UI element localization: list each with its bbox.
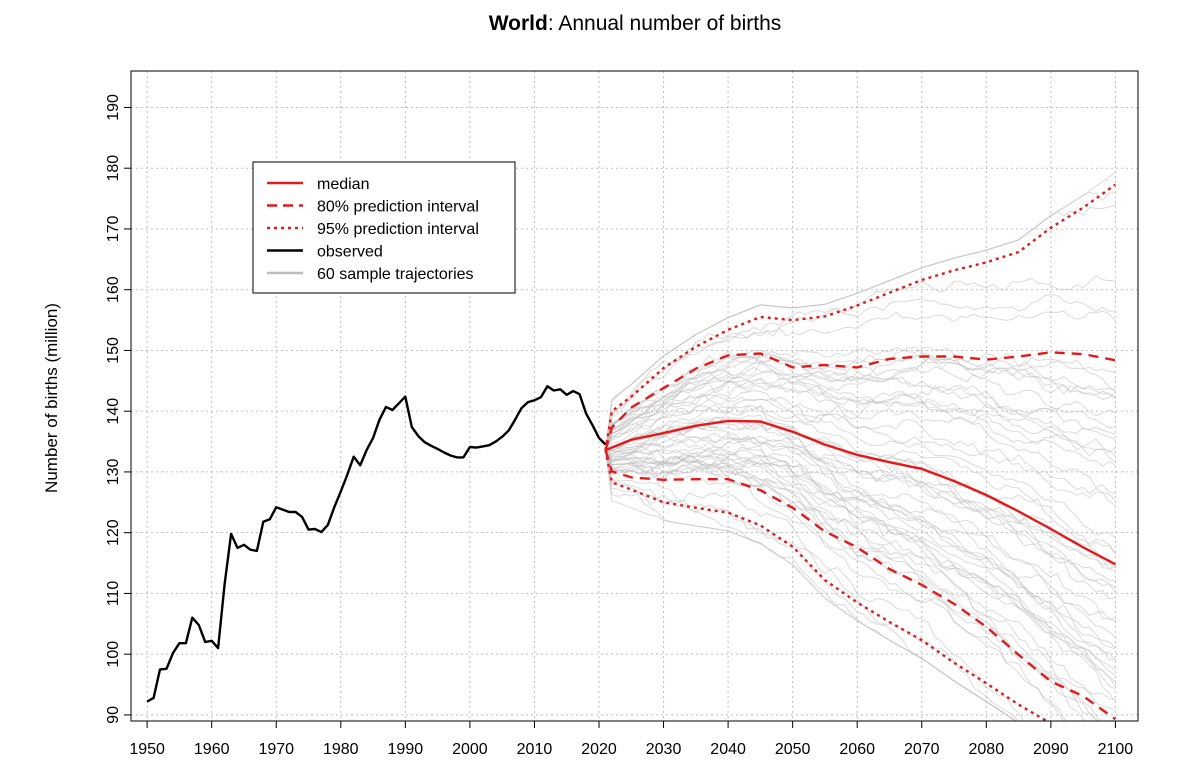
sample-trajectory <box>605 360 1116 451</box>
x-tick-label: 1950 <box>129 741 165 758</box>
pi80-line <box>604 351 1116 451</box>
sample-trajectory <box>605 420 1116 569</box>
x-tick-label: 2070 <box>904 741 940 758</box>
sample-trajectory <box>605 450 1017 721</box>
y-axis: 90 100 110 120 130 140 150 160 170 180 190 <box>105 94 131 724</box>
sample-trajectory <box>605 294 1116 451</box>
sample-trajectory <box>605 403 1116 572</box>
legend-label: median <box>317 176 369 193</box>
series-lines <box>146 183 1117 721</box>
y-tick-label: 140 <box>105 398 122 425</box>
x-tick-label: 2050 <box>775 741 811 758</box>
sample-trajectory <box>605 449 1019 721</box>
sample-trajectory <box>605 449 1025 721</box>
y-tick-label: 150 <box>105 337 122 364</box>
x-tick-label: 2060 <box>839 741 875 758</box>
x-tick-label: 2040 <box>710 741 746 758</box>
x-tick-label: 2090 <box>1033 741 1069 758</box>
x-tick-label: 1960 <box>194 741 230 758</box>
sample-trajectory <box>605 275 1116 451</box>
legend: median 80% prediction interval 95% predict… <box>252 161 516 294</box>
y-axis-label: Number of births (million) <box>42 303 61 493</box>
x-tick-label: 1980 <box>323 741 359 758</box>
y-tick-label: 180 <box>105 155 122 182</box>
median-line <box>605 419 1116 566</box>
x-tick-label: 1970 <box>258 741 294 758</box>
sample-trajectory <box>605 354 1116 451</box>
x-tick-label: 2020 <box>581 741 617 758</box>
x-tick-label: 2000 <box>452 741 488 758</box>
sample-trajectory <box>605 379 1116 457</box>
sample-trajectory <box>605 436 1116 622</box>
sample-trajectory <box>605 414 1116 553</box>
sample-trajectory <box>605 379 1116 454</box>
sample-trajectory <box>605 377 1116 463</box>
sample-trajectory <box>605 398 1116 506</box>
y-tick-label: 170 <box>105 215 122 242</box>
sample-trajectory <box>605 389 1116 495</box>
x-tick-label: 2030 <box>646 741 682 758</box>
x-tick-label: 2100 <box>1098 741 1134 758</box>
chart-title-bold: World <box>489 12 548 35</box>
legend-label: observed <box>317 244 383 261</box>
sample-trajectory <box>605 449 1099 721</box>
sample-trajectory <box>605 446 1116 648</box>
legend-label: 80% prediction interval <box>317 199 479 216</box>
x-tick-label: 2080 <box>969 741 1005 758</box>
sample-trajectories <box>605 171 1116 721</box>
plot-frame <box>130 70 1139 722</box>
sample-trajectory <box>605 433 1116 638</box>
sample-trajectory <box>605 438 1116 650</box>
sample-trajectory <box>605 432 1116 600</box>
sample-trajectory <box>605 353 1116 451</box>
sample-trajectory <box>605 449 1116 690</box>
legend-label: 95% prediction interval <box>317 221 479 238</box>
pi80-line <box>604 449 1117 721</box>
sample-trajectory <box>605 395 1116 501</box>
sample-trajectory <box>605 447 1116 687</box>
sample-trajectory <box>605 361 1116 451</box>
y-tick-label: 100 <box>105 641 122 668</box>
chart-title: World: Annual number of births <box>489 12 782 35</box>
sample-trajectory <box>605 449 1102 721</box>
sample-trajectory <box>605 346 1116 451</box>
y-tick-label: 160 <box>105 276 122 303</box>
sample-trajectory <box>605 191 1116 451</box>
sample-trajectory <box>605 449 1116 712</box>
x-tick-label: 2010 <box>517 741 553 758</box>
chart-title-rest: : Annual number of births <box>548 12 781 35</box>
sample-trajectory <box>605 450 1017 721</box>
sample-trajectory <box>605 437 1116 620</box>
sample-trajectory <box>605 378 1116 467</box>
legend-label: 60 sample trajectories <box>317 266 474 283</box>
y-tick-label: 190 <box>105 94 122 121</box>
sample-trajectory <box>605 310 1116 451</box>
y-tick-label: 120 <box>105 519 122 546</box>
sample-trajectory <box>605 449 1116 676</box>
observed-line <box>146 385 607 703</box>
sample-trajectory <box>605 449 1116 670</box>
x-axis: 1950 1960 1970 1980 1990 2000 2010 2020 2030 2040… <box>129 721 1133 758</box>
y-tick-label: 90 <box>105 706 122 724</box>
y-tick-label: 110 <box>105 581 122 607</box>
sample-trajectory <box>605 449 1116 702</box>
sample-trajectory <box>605 450 1017 721</box>
sample-trajectory <box>605 450 1017 721</box>
sample-trajectory <box>605 449 1068 721</box>
y-tick-label: 130 <box>105 458 122 485</box>
pi95-line <box>604 183 1117 451</box>
x-tick-label: 1990 <box>388 741 424 758</box>
